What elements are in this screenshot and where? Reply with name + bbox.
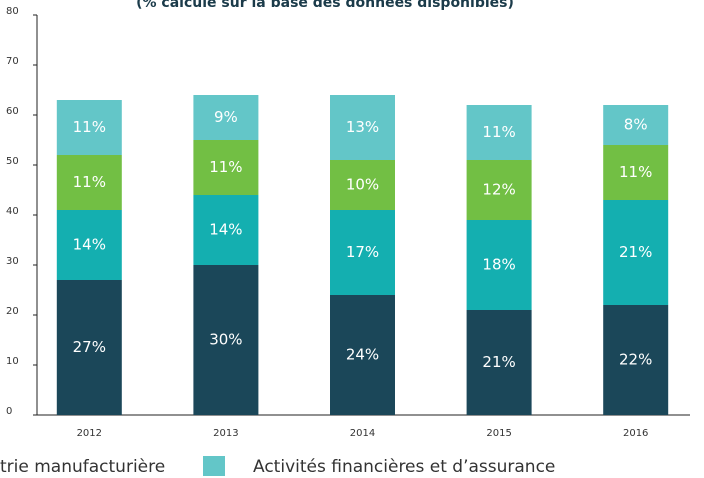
x-tick-label: 2016 <box>623 428 648 439</box>
y-tick-label: 60 <box>6 106 19 117</box>
y-tick-label: 0 <box>6 406 12 417</box>
legend-label: trie manufacturière <box>0 457 165 477</box>
value-label: 21% <box>482 353 515 371</box>
bar-segment <box>56 210 122 280</box>
y-tick-label: 50 <box>6 156 19 167</box>
value-label: 17% <box>346 243 379 261</box>
bar-segment <box>193 95 259 140</box>
value-label: 10% <box>346 176 379 194</box>
legend-swatch <box>203 456 225 476</box>
chart-title: (% calculé sur la base des données dispo… <box>136 0 514 11</box>
value-label: 9% <box>214 108 238 126</box>
y-tick-label: 20 <box>6 306 19 317</box>
value-label: 11% <box>73 118 106 136</box>
value-label: 18% <box>482 256 515 274</box>
x-tick-label: 2014 <box>350 428 375 439</box>
value-label: 8% <box>624 116 648 134</box>
x-tick-label: 2012 <box>77 428 102 439</box>
value-label: 11% <box>73 173 106 191</box>
x-tick-label: 2015 <box>486 428 511 439</box>
y-tick-label: 80 <box>6 6 19 17</box>
bar-segment <box>603 145 669 200</box>
bar-segment <box>56 280 122 415</box>
x-tick-label: 2013 <box>213 428 238 439</box>
value-label: 14% <box>73 236 106 254</box>
bar-segment <box>466 220 532 310</box>
bar-segment <box>603 200 669 305</box>
bar-segment <box>193 265 259 415</box>
bar-segment <box>193 140 259 195</box>
y-tick-label: 30 <box>6 256 19 267</box>
value-label: 11% <box>209 158 242 176</box>
value-label: 21% <box>619 243 652 261</box>
bar-segment <box>466 105 532 160</box>
value-label: 11% <box>619 163 652 181</box>
y-tick-label: 10 <box>6 356 19 367</box>
y-tick-label: 70 <box>6 56 19 67</box>
value-label: 13% <box>346 118 379 136</box>
value-label: 27% <box>73 338 106 356</box>
value-label: 12% <box>482 181 515 199</box>
value-label: 30% <box>209 331 242 349</box>
legend-label: Activités financières et d’assurance <box>253 457 555 477</box>
bar-segment <box>56 100 122 155</box>
value-label: 24% <box>346 346 379 364</box>
bar-segment <box>193 195 259 265</box>
bar-segment <box>56 155 122 210</box>
value-label: 14% <box>209 221 242 239</box>
value-label: 22% <box>619 351 652 369</box>
bar-segment <box>466 160 532 220</box>
bar-segment <box>330 295 395 415</box>
bar-segment <box>330 210 395 295</box>
value-label: 11% <box>482 123 515 141</box>
bar-segment <box>330 160 395 210</box>
bar-segment <box>603 305 669 415</box>
y-tick-label: 40 <box>6 206 19 217</box>
bar-segment <box>466 310 532 415</box>
bar-segment <box>330 95 395 160</box>
bar-segment <box>603 105 669 145</box>
